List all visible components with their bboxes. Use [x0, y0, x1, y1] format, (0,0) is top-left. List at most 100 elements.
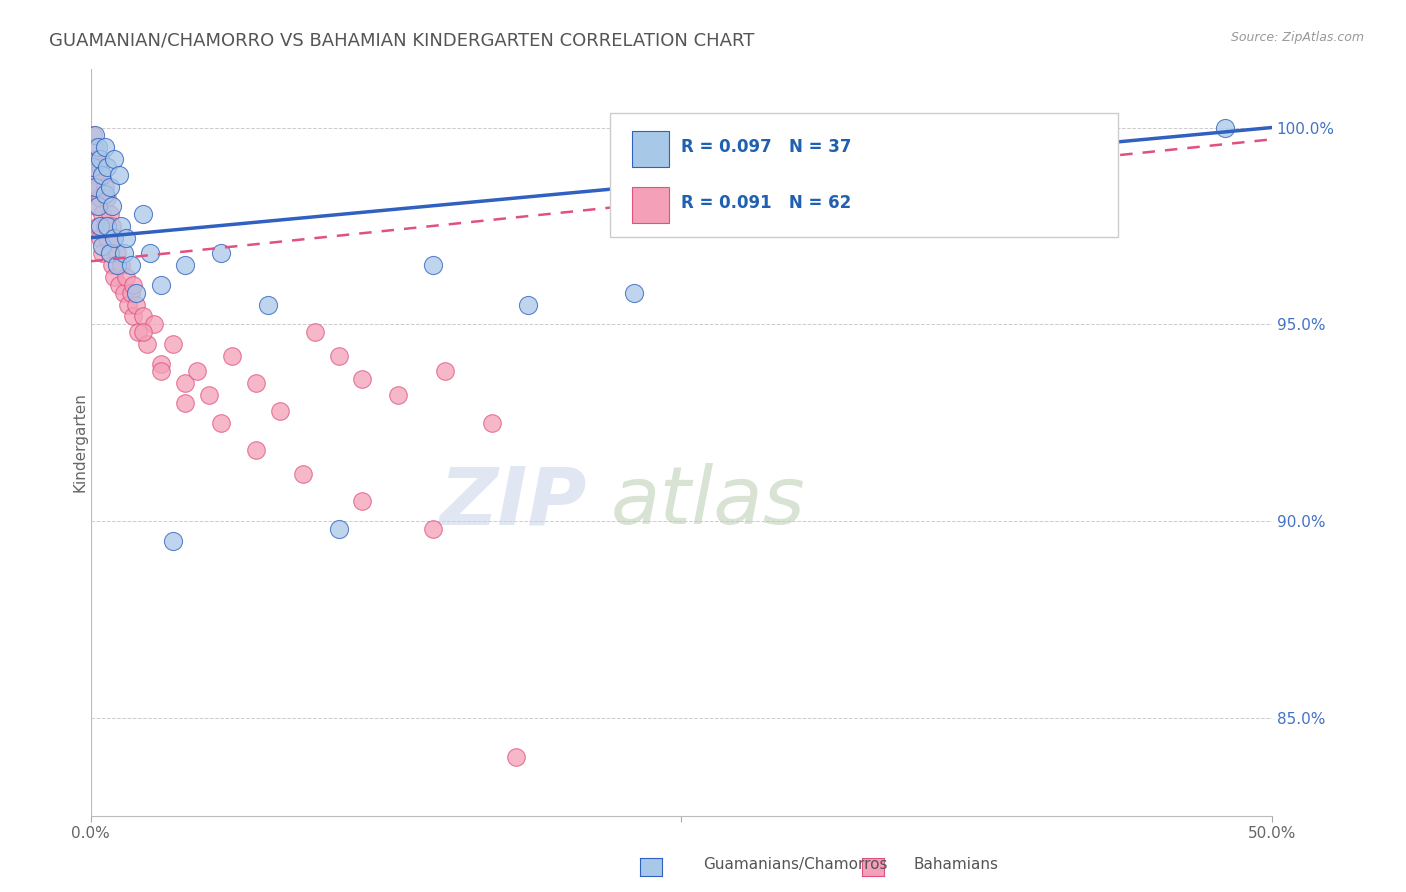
Point — [103, 230, 125, 244]
Point — [120, 258, 142, 272]
Point — [89, 219, 111, 233]
Point — [84, 199, 107, 213]
Point — [86, 140, 108, 154]
Point — [221, 349, 243, 363]
Text: Source: ZipAtlas.com: Source: ZipAtlas.com — [1230, 31, 1364, 45]
FancyBboxPatch shape — [631, 186, 669, 223]
Point — [98, 179, 121, 194]
Point — [101, 258, 124, 272]
Point — [352, 372, 374, 386]
FancyBboxPatch shape — [610, 113, 1118, 236]
Point — [94, 179, 117, 194]
Point — [481, 416, 503, 430]
Point — [89, 152, 111, 166]
Point — [84, 140, 107, 154]
Point — [150, 364, 173, 378]
Point — [122, 277, 145, 292]
Point — [89, 230, 111, 244]
Point — [103, 152, 125, 166]
Point — [91, 246, 114, 260]
Point — [98, 207, 121, 221]
Point — [186, 364, 208, 378]
Point — [84, 168, 107, 182]
Point — [101, 199, 124, 213]
Point — [120, 285, 142, 300]
Point — [86, 152, 108, 166]
Point — [174, 258, 197, 272]
Text: ZIP: ZIP — [440, 463, 586, 541]
Text: Bahamians: Bahamians — [914, 857, 998, 872]
Point — [82, 128, 104, 143]
Point — [245, 443, 267, 458]
Point — [209, 246, 232, 260]
Point — [138, 246, 160, 260]
Point — [86, 219, 108, 233]
Point — [112, 285, 135, 300]
Point — [1213, 120, 1236, 135]
Point — [387, 388, 409, 402]
Point — [352, 494, 374, 508]
Point — [209, 416, 232, 430]
Point — [105, 246, 128, 260]
Text: atlas: atlas — [610, 463, 806, 541]
Point — [96, 191, 118, 205]
Point — [89, 160, 111, 174]
Point — [91, 168, 114, 182]
Point — [124, 285, 146, 300]
Point — [143, 317, 166, 331]
Point — [108, 168, 131, 182]
Point — [91, 168, 114, 182]
Text: R = 0.097   N = 37: R = 0.097 N = 37 — [682, 138, 852, 156]
Point — [101, 219, 124, 233]
Point — [115, 270, 138, 285]
Point — [105, 258, 128, 272]
Point — [131, 207, 153, 221]
Point — [304, 325, 326, 339]
FancyBboxPatch shape — [631, 130, 669, 167]
Point — [150, 277, 173, 292]
Point — [91, 207, 114, 221]
Text: Guamanians/Chamorros: Guamanians/Chamorros — [703, 857, 887, 872]
Point — [328, 349, 350, 363]
Point — [82, 160, 104, 174]
Point — [162, 337, 184, 351]
Point — [422, 258, 444, 272]
Point — [127, 325, 149, 339]
Point — [150, 357, 173, 371]
Point — [197, 388, 219, 402]
Point — [162, 533, 184, 548]
Point — [245, 376, 267, 391]
Point — [122, 310, 145, 324]
Point — [94, 187, 117, 202]
Point — [269, 403, 291, 417]
Y-axis label: Kindergarten: Kindergarten — [72, 392, 87, 492]
Point — [174, 376, 197, 391]
Text: GUAMANIAN/CHAMORRO VS BAHAMIAN KINDERGARTEN CORRELATION CHART: GUAMANIAN/CHAMORRO VS BAHAMIAN KINDERGAR… — [49, 31, 755, 49]
Point — [117, 297, 139, 311]
Point — [96, 230, 118, 244]
Point — [82, 179, 104, 194]
Point — [131, 325, 153, 339]
Point — [103, 270, 125, 285]
Point — [91, 238, 114, 252]
Point — [94, 140, 117, 154]
Point — [86, 179, 108, 194]
Point — [89, 191, 111, 205]
Point — [256, 297, 278, 311]
Point — [115, 230, 138, 244]
Point — [84, 128, 107, 143]
Point — [108, 277, 131, 292]
Point — [434, 364, 457, 378]
Point — [110, 258, 132, 272]
Point — [516, 297, 538, 311]
Point — [98, 246, 121, 260]
Point — [103, 230, 125, 244]
Point — [131, 310, 153, 324]
Point — [84, 179, 107, 194]
Point — [124, 297, 146, 311]
Point — [623, 285, 645, 300]
Text: R = 0.091   N = 62: R = 0.091 N = 62 — [682, 194, 852, 212]
Point — [136, 337, 159, 351]
Point — [422, 522, 444, 536]
Point — [112, 246, 135, 260]
